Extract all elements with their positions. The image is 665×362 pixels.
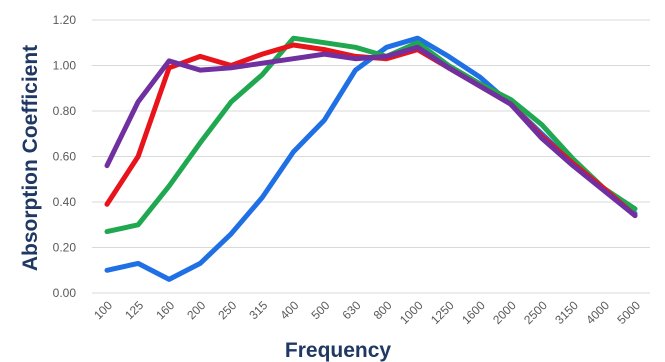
y-tick-label: 0.40 <box>53 195 77 209</box>
y-tick-labels: 0.00 0.20 0.40 0.60 0.80 1.00 1.20 <box>53 13 77 300</box>
x-tick-label: 2000 <box>490 298 519 327</box>
y-tick-label: 0.00 <box>53 286 77 300</box>
x-tick-label: 1000 <box>397 298 426 327</box>
x-tick-label: 100 <box>91 298 115 322</box>
x-tick-label: 200 <box>184 298 208 322</box>
x-tick-label: 1250 <box>428 298 457 327</box>
x-tick-label: 2500 <box>521 298 550 327</box>
x-tick-label: 400 <box>277 298 301 322</box>
y-tick-label: 1.00 <box>53 59 77 73</box>
x-tick-label: 800 <box>371 298 395 322</box>
y-axis-title: Absorption Coefficient <box>19 45 42 271</box>
x-tick-label: 315 <box>246 298 270 322</box>
x-tick-label: 500 <box>308 298 332 322</box>
x-tick-label: 250 <box>215 298 239 322</box>
y-tick-label: 0.60 <box>53 150 77 164</box>
x-tick-label: 630 <box>340 298 364 322</box>
x-tick-label: 5000 <box>614 298 643 327</box>
x-tick-label: 125 <box>122 298 146 322</box>
y-tick-label: 0.80 <box>53 104 77 118</box>
x-tick-label: 1600 <box>459 298 488 327</box>
x-tick-labels: 100 125 160 200 250 315 400 500 630 800 1000 1250 16… <box>91 298 643 327</box>
series-line-3 <box>104 42 638 219</box>
x-tick-label: 4000 <box>583 298 612 327</box>
series-line-2 <box>104 35 638 235</box>
series-line-4 <box>104 44 638 219</box>
y-tick-label: 0.20 <box>53 241 77 255</box>
x-axis-title: Frequency <box>285 339 392 362</box>
y-tick-label: 1.20 <box>53 13 77 27</box>
x-tick-label: 160 <box>153 298 177 322</box>
series-layer <box>104 35 638 282</box>
x-tick-label: 3150 <box>552 298 581 327</box>
